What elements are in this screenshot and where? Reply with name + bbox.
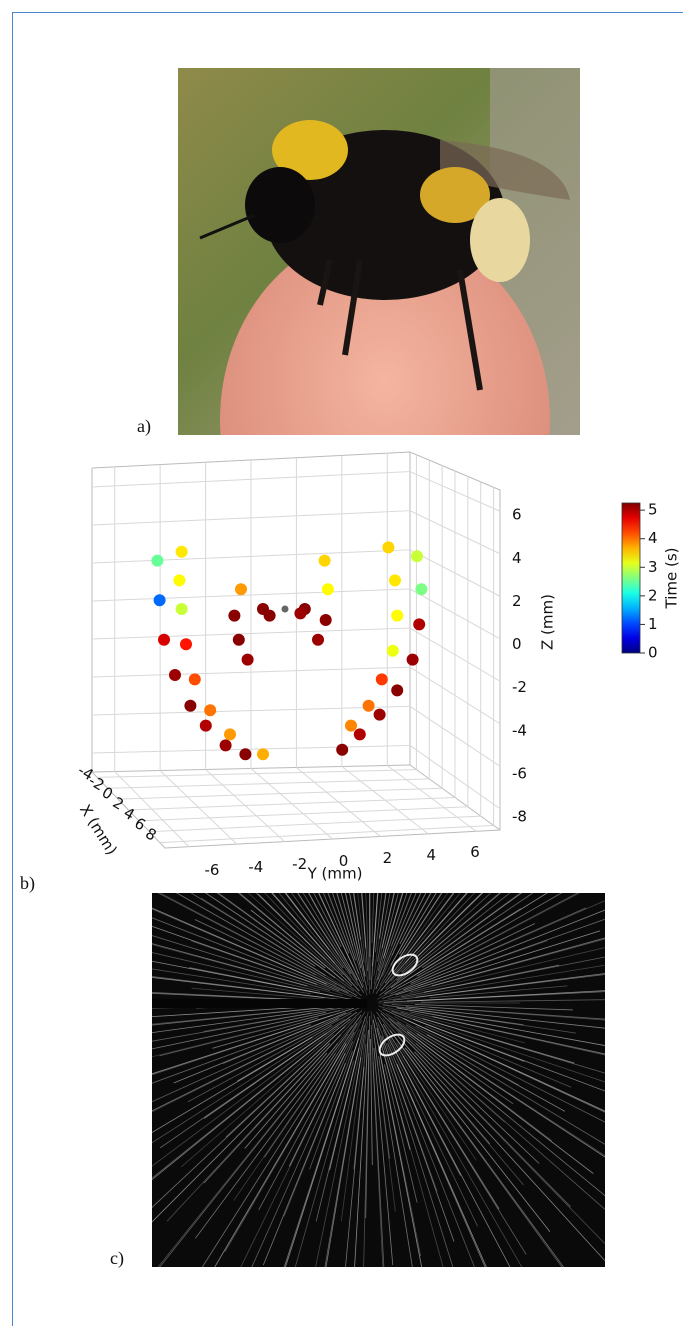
grid-line	[108, 779, 430, 788]
trajectory-point	[239, 748, 251, 760]
z-tick-label: -2	[512, 678, 527, 696]
y-axis-title: Y (mm)	[307, 865, 363, 883]
trajectory-point	[415, 583, 427, 595]
trajectory-point	[180, 638, 192, 650]
panel-label: a)	[137, 416, 151, 437]
trajectory-point	[354, 728, 366, 740]
trajectory-point	[176, 603, 188, 615]
trajectory-point	[173, 574, 185, 586]
trajectory-point	[264, 610, 276, 622]
y-tick-label: 4	[426, 846, 436, 864]
z-axis-title: Z (mm)	[539, 594, 557, 650]
page: a) b) c) Y (mm) Z (mm) X (mm) Time (s) 0…	[0, 0, 683, 1326]
z-tick-label: 0	[512, 635, 522, 653]
trajectory-point	[242, 654, 254, 666]
trajectory-point	[228, 610, 240, 622]
trajectory-point	[391, 610, 403, 622]
trajectory-point	[382, 541, 394, 553]
z-tick-label: 4	[512, 549, 522, 567]
streak	[379, 604, 428, 938]
y-tick-label: 6	[470, 843, 480, 861]
trajectory-point	[200, 720, 212, 732]
colorbar-tick-label: 3	[648, 558, 658, 576]
trajectory-point	[336, 744, 348, 756]
trajectory-point	[158, 634, 170, 646]
colorbar-tick-label: 0	[648, 644, 658, 662]
trajectory-point	[391, 684, 403, 696]
trajectory-point	[387, 645, 399, 657]
y-tick-label: -6	[204, 861, 219, 879]
trajectory-point	[189, 673, 201, 685]
trajectory-point	[154, 594, 166, 606]
colorbar-bar	[622, 503, 640, 653]
z-tick-label: 2	[512, 592, 522, 610]
trajectory-point	[322, 583, 334, 595]
bee-photo	[178, 68, 580, 610]
trajectory-point	[235, 583, 247, 595]
y-tick-label: 0	[339, 852, 349, 870]
trajectory-point	[233, 634, 245, 646]
trajectory-point	[257, 748, 269, 760]
colorbar-tick-label: 4	[648, 529, 658, 547]
trajectory-point	[374, 709, 386, 721]
trajectory-point	[413, 618, 425, 630]
colorbar-tick-label: 1	[648, 615, 658, 633]
colorbar	[622, 503, 640, 653]
panel-label: c)	[110, 1248, 124, 1269]
trajectory-point	[320, 614, 332, 626]
y-tick-label: -4	[248, 858, 263, 876]
trajectory-point	[220, 739, 232, 751]
trajectory-point	[407, 654, 419, 666]
colorbar-label: Time (s)	[663, 548, 681, 610]
origin-marker	[282, 606, 289, 613]
trajectory-point	[411, 550, 423, 562]
panel-label: b)	[20, 873, 35, 894]
y-tick-label: 2	[383, 849, 393, 867]
grid-line	[118, 788, 442, 799]
y-tick-label: -2	[292, 855, 307, 873]
z-tick-label: 6	[512, 506, 522, 524]
colorbar-tick-label: 5	[648, 501, 658, 519]
trajectory-point	[151, 555, 163, 567]
colorbar-tick-label: 2	[648, 586, 658, 604]
z-tick-label: -6	[512, 764, 527, 782]
trajectory-point	[345, 720, 357, 732]
trajectory-point	[294, 607, 306, 619]
trajectory-point	[184, 700, 196, 712]
trajectory-point	[389, 574, 401, 586]
trajectory-point	[312, 634, 324, 646]
grid-line	[129, 798, 456, 811]
trajectory-point	[319, 555, 331, 567]
trajectory-point	[176, 546, 188, 558]
grid-line	[160, 825, 494, 842]
trajectory-point	[363, 700, 375, 712]
figure: a) b) c) Y (mm) Z (mm) X (mm) Time (s) 0…	[0, 0, 683, 1326]
z-tick-label: -8	[512, 808, 527, 826]
streak	[372, 605, 384, 943]
trajectory-point	[204, 704, 216, 716]
trajectory-point	[224, 728, 236, 740]
z-tick-label: -4	[512, 721, 527, 739]
trajectory-point	[169, 669, 181, 681]
trajectory-point	[376, 673, 388, 685]
